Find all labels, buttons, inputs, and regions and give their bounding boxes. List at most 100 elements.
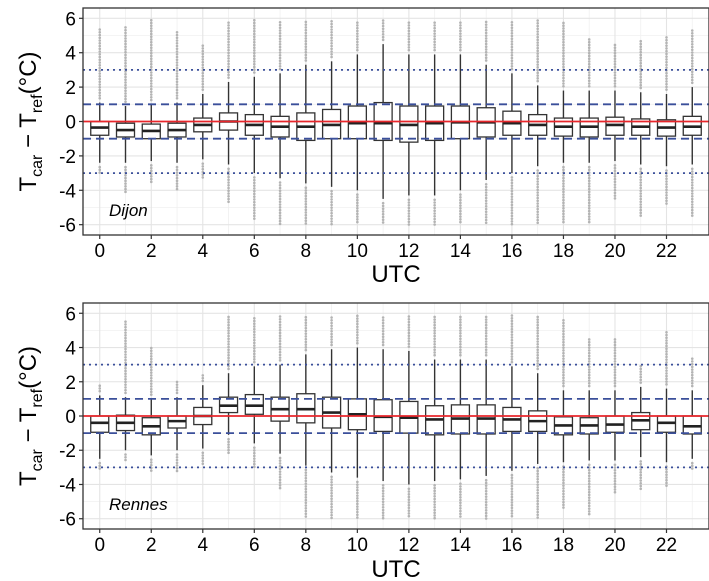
outlier-point [149,360,153,364]
outlier-point [304,37,308,40]
outlier-point [149,24,153,28]
outlier-point [587,62,591,66]
outlier-point [536,213,539,216]
outlier-point [278,40,282,43]
outlier-point [484,517,488,520]
outlier-point [278,348,282,351]
outlier-point [304,512,308,516]
outlier-point [587,479,591,483]
outlier-point [639,481,643,485]
outlier-point [175,469,179,473]
outlier-point [330,200,333,204]
outlier-point [278,473,282,476]
outlier-point [665,74,668,78]
outlier-point [330,28,333,31]
outlier-point [253,325,256,328]
outlier-point [587,212,591,216]
outlier-point [613,188,617,192]
outlier-point [665,347,668,351]
outlier-point [639,462,643,466]
x-tick-label: 22 [656,535,677,556]
outlier-point [253,27,256,30]
outlier-point [149,76,153,80]
outlier-point [356,330,359,334]
outlier-point [562,40,565,44]
outlier-point [510,341,514,345]
outlier-point [433,484,436,487]
outlier-point [304,329,308,333]
outlier-point [510,509,514,512]
outlier-point [304,493,308,496]
outlier-point [459,40,462,44]
outlier-point [562,76,565,80]
outlier-point [562,204,565,207]
outlier-point [562,21,565,25]
outlier-point [175,461,179,465]
box-hour-22 [656,330,677,487]
outlier-point [459,506,462,510]
outlier-point [562,360,565,363]
x-tick-label: 22 [656,241,677,262]
outlier-point [613,73,617,77]
outlier-point [304,45,308,48]
outlier-point [613,79,617,83]
outlier-point [381,212,385,216]
outlier-point [175,453,179,456]
box-hour-14 [450,315,471,518]
outlier-point [149,87,153,91]
outlier-point [124,386,127,389]
outlier-point [587,381,591,385]
outlier-point [484,492,488,496]
outlier-point [536,356,539,360]
outlier-point [510,325,514,328]
outlier-point [639,197,643,201]
outlier-point [304,324,308,327]
outlier-point [484,509,488,512]
outlier-point [587,504,591,508]
outlier-point [330,19,333,23]
outlier-point [253,40,256,44]
x-tick-label: 20 [604,535,625,556]
outlier-point [253,65,256,69]
outlier-point [536,57,539,61]
outlier-point [201,44,205,47]
outlier-point [227,181,230,184]
outlier-point [690,40,694,43]
outlier-point [587,485,591,489]
outlier-point [587,193,591,196]
outlier-point [459,493,462,496]
outlier-point [175,58,179,62]
outlier-point [278,456,282,460]
outlier-point [253,21,256,25]
x-tick-label: 6 [249,535,260,556]
outlier-point [253,192,256,196]
outlier-point [484,202,488,205]
outlier-point [278,42,282,46]
outlier-point [562,62,565,66]
outlier-point [613,172,617,175]
outlier-point [562,376,565,380]
outlier-point [587,354,591,358]
outlier-point [562,35,565,39]
outlier-point [175,464,179,467]
outlier-point [253,316,256,320]
outlier-point [587,82,591,85]
outlier-point [124,53,127,57]
outlier-point [562,492,565,496]
outlier-point [124,86,127,90]
outlier-point [690,371,694,374]
outlier-point [278,56,282,60]
outlier-point [227,332,230,335]
outlier-point [201,85,205,89]
outlier-point [407,492,411,496]
outlier-point [381,329,385,333]
outlier-point [330,39,333,42]
outlier-point [459,353,462,357]
outlier-point [124,377,127,381]
outlier-point [227,342,230,346]
outlier-point [536,204,539,208]
outlier-point [510,42,514,46]
outlier-point [690,31,694,35]
box-hour-1 [115,320,136,462]
outlier-point [175,44,179,48]
